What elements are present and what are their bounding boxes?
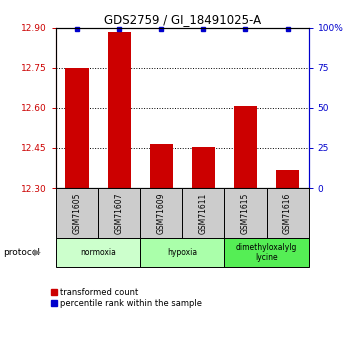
Bar [276, 170, 299, 188]
Bar [140, 238, 225, 267]
Text: normoxia: normoxia [80, 248, 116, 257]
Bar [98, 188, 140, 238]
Bar [150, 144, 173, 188]
Text: ▶: ▶ [34, 248, 42, 257]
Bar [234, 106, 257, 188]
Text: GSM71605: GSM71605 [73, 192, 82, 234]
Text: GSM71615: GSM71615 [241, 193, 250, 234]
Bar [182, 188, 225, 238]
Bar [108, 32, 131, 188]
Text: GSM71616: GSM71616 [283, 193, 292, 234]
Text: protocol: protocol [4, 248, 40, 257]
Text: GSM71609: GSM71609 [157, 192, 166, 234]
Bar [56, 238, 140, 267]
Bar [225, 238, 309, 267]
Legend: transformed count, percentile rank within the sample: transformed count, percentile rank withi… [51, 288, 202, 308]
Bar [266, 188, 309, 238]
Text: GSM71607: GSM71607 [115, 192, 123, 234]
Bar [192, 147, 215, 188]
Text: GSM71611: GSM71611 [199, 193, 208, 234]
Bar [65, 68, 88, 188]
Text: hypoxia: hypoxia [167, 248, 197, 257]
Bar [56, 188, 98, 238]
Bar [225, 188, 266, 238]
Bar [140, 188, 182, 238]
Text: dimethyloxalylg
lycine: dimethyloxalylg lycine [236, 243, 297, 262]
Title: GDS2759 / GI_18491025-A: GDS2759 / GI_18491025-A [104, 13, 261, 27]
